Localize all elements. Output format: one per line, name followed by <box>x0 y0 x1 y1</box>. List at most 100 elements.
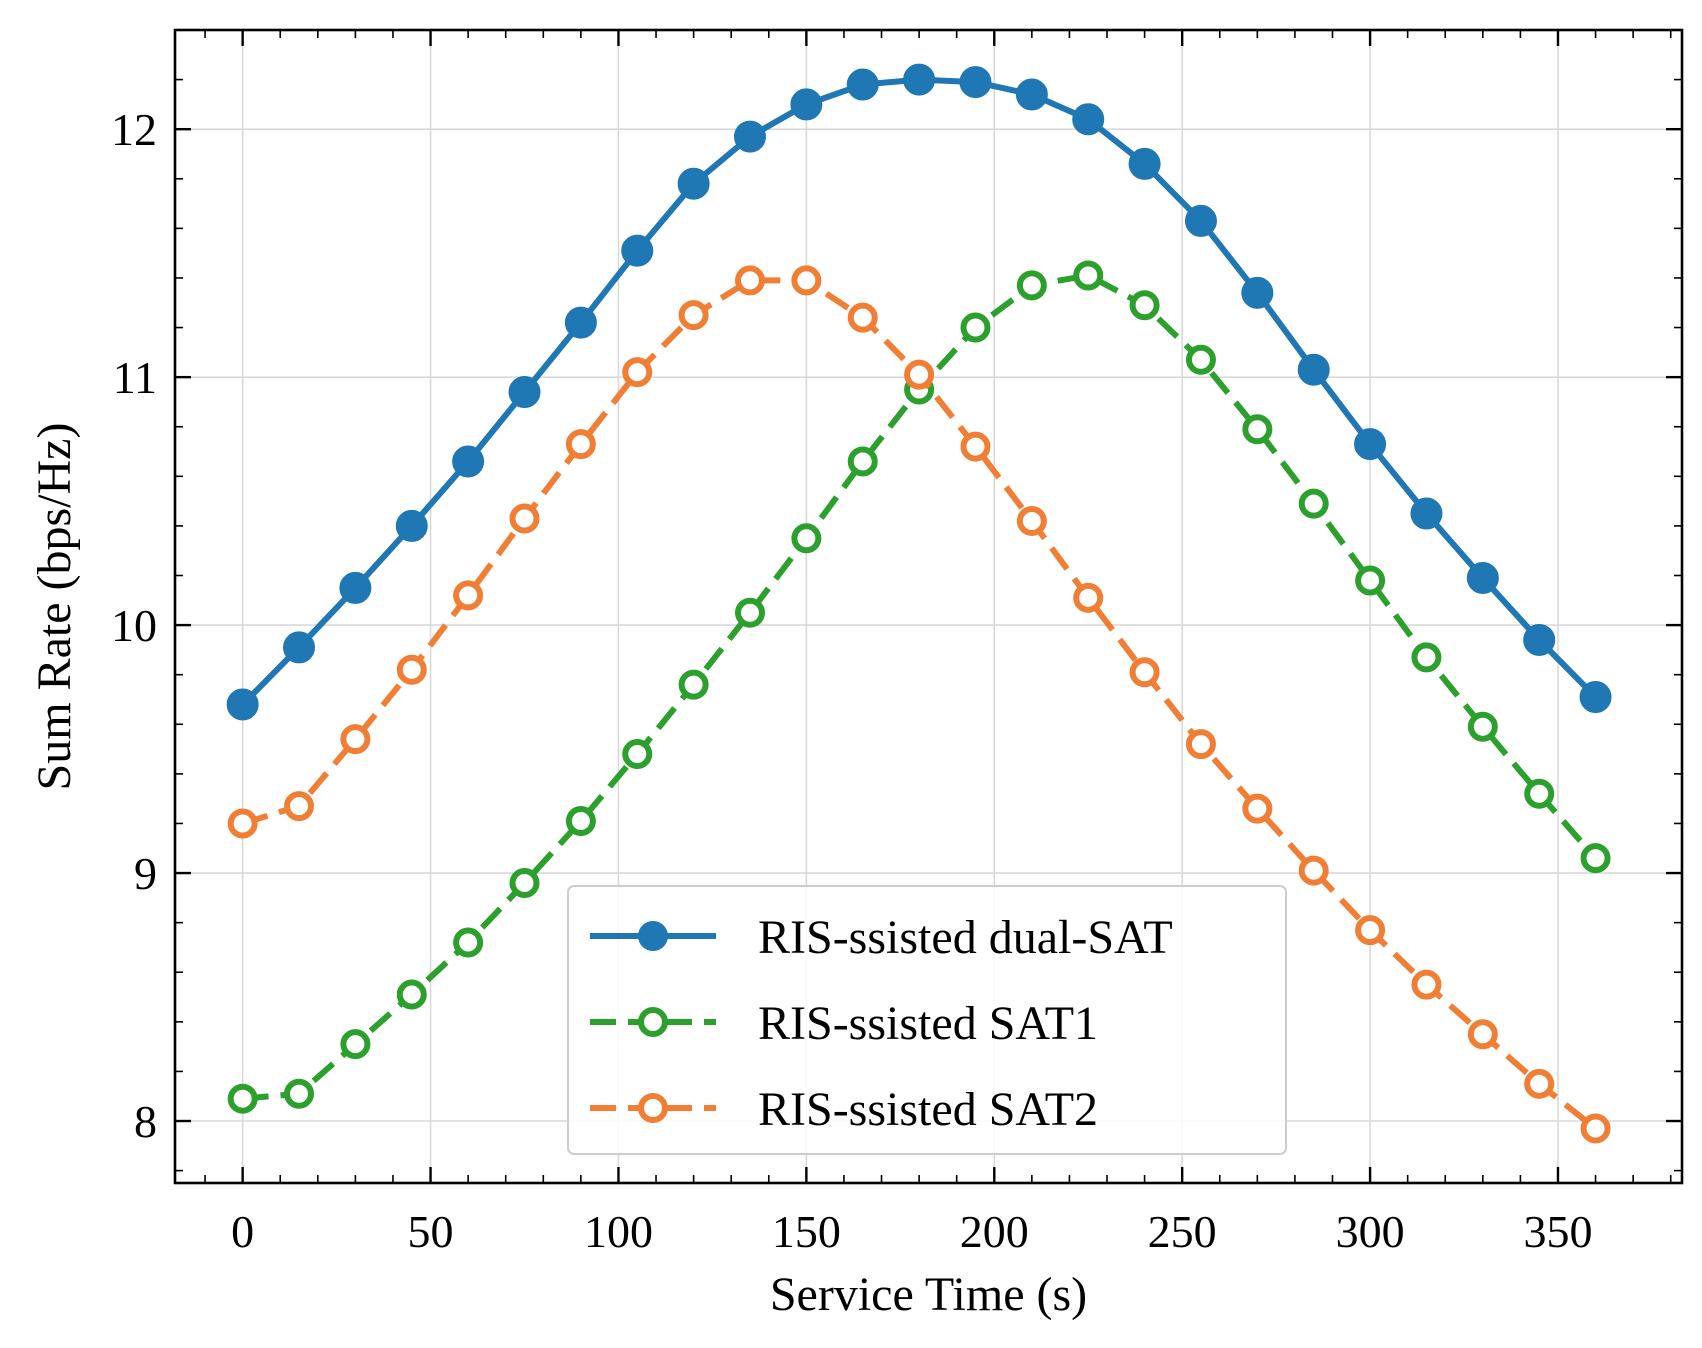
data-point <box>226 688 259 721</box>
legend-label: RIS-ssisted SAT2 <box>758 1083 1098 1136</box>
x-tick-label: 350 <box>1523 1206 1592 1257</box>
data-point <box>1411 969 1442 1000</box>
legend-label: RIS-ssisted SAT1 <box>758 997 1098 1050</box>
x-tick-label: 250 <box>1148 1206 1217 1257</box>
data-point <box>452 445 485 478</box>
ticks <box>175 30 1682 1183</box>
data-point <box>1185 344 1216 375</box>
data-point <box>227 808 258 839</box>
data-point <box>1242 414 1273 445</box>
data-point <box>453 927 484 958</box>
data-point <box>1015 78 1048 111</box>
data-point <box>678 669 709 700</box>
x-tick-label: 300 <box>1336 1206 1405 1257</box>
y-tick-label: 9 <box>134 848 157 899</box>
data-point <box>622 739 653 770</box>
data-point <box>846 68 879 101</box>
legend-entry: RIS-ssisted SAT1 <box>590 997 1098 1050</box>
legend-box <box>567 885 1287 1155</box>
data-point <box>340 724 371 755</box>
data-point <box>960 312 991 343</box>
data-point <box>621 234 654 267</box>
series-1 <box>226 63 1612 721</box>
data-point <box>1580 1113 1611 1144</box>
data-point <box>565 429 596 460</box>
data-point <box>904 359 935 390</box>
y-tick-label: 11 <box>113 352 157 403</box>
data-point <box>1241 276 1274 309</box>
series-3 <box>227 265 1611 1144</box>
data-point <box>1072 103 1105 136</box>
data-point <box>1129 290 1160 321</box>
data-point <box>1467 1019 1498 1050</box>
data-point <box>1073 582 1104 613</box>
legend-items: RIS-ssisted dual-SAT RIS-ssisted SAT1 RIS-… <box>590 911 1173 1136</box>
x-tick-label: 150 <box>772 1206 841 1257</box>
data-point <box>1297 353 1330 386</box>
data-point <box>1185 729 1216 760</box>
grid <box>175 30 1682 1183</box>
plot-frame <box>173 28 1684 1185</box>
data-point <box>903 63 936 96</box>
data-point <box>1016 505 1047 536</box>
data-point <box>509 503 540 534</box>
y-axis-title: Sum Rate (bps/Hz) <box>28 423 81 791</box>
data-point <box>509 867 540 898</box>
data-point <box>1355 565 1386 596</box>
data-point <box>791 523 822 554</box>
data-point <box>1524 1068 1555 1099</box>
data-point <box>1298 855 1329 886</box>
data-point <box>395 509 428 542</box>
series-layer <box>226 63 1612 1144</box>
data-point <box>678 300 709 331</box>
data-point <box>734 597 765 628</box>
data-point <box>1242 793 1273 824</box>
data-point <box>1466 561 1499 594</box>
data-point <box>396 654 427 685</box>
data-point <box>1579 681 1612 714</box>
legend-marker <box>638 1093 668 1123</box>
x-tick-label: 0 <box>231 1206 254 1257</box>
legend-entry: RIS-ssisted SAT2 <box>590 1083 1098 1136</box>
data-point <box>1073 260 1104 291</box>
data-point <box>677 167 710 200</box>
y-tick-label: 10 <box>111 600 157 651</box>
data-point <box>1016 270 1047 301</box>
data-point <box>284 791 315 822</box>
data-point <box>1184 204 1217 237</box>
data-point <box>1523 623 1556 656</box>
data-point <box>847 302 878 333</box>
data-point <box>564 306 597 339</box>
data-point <box>1128 147 1161 180</box>
x-tick-label: 50 <box>408 1206 454 1257</box>
legend: RIS-ssisted dual-SAT RIS-ssisted SAT1 RIS-… <box>567 885 1287 1155</box>
data-point <box>790 88 823 121</box>
data-point <box>1129 657 1160 688</box>
data-point <box>1580 843 1611 874</box>
tick-labels: 0 50 100 150 200 250 300 350 8 9 10 11 12 <box>111 104 1592 1257</box>
data-point <box>1354 428 1387 461</box>
legend-marker <box>638 921 668 951</box>
x-tick-label: 100 <box>584 1206 653 1257</box>
data-point <box>284 1078 315 1109</box>
data-point <box>622 357 653 388</box>
data-point <box>453 580 484 611</box>
legend-marker <box>638 1007 668 1037</box>
y-tick-label: 8 <box>134 1096 157 1147</box>
data-point <box>959 66 992 99</box>
data-point <box>1410 497 1443 530</box>
x-axis-title: Service Time (s) <box>770 1268 1087 1321</box>
x-tick-label: 200 <box>960 1206 1029 1257</box>
data-point <box>283 631 316 664</box>
data-point <box>847 446 878 477</box>
series-2 <box>227 260 1611 1114</box>
legend-label: RIS-ssisted dual-SAT <box>758 911 1173 964</box>
data-point <box>339 571 372 604</box>
data-point <box>1524 778 1555 809</box>
data-point <box>1411 642 1442 673</box>
data-point <box>1298 488 1329 519</box>
data-point <box>508 376 541 409</box>
data-point <box>340 1029 371 1060</box>
data-point <box>960 431 991 462</box>
